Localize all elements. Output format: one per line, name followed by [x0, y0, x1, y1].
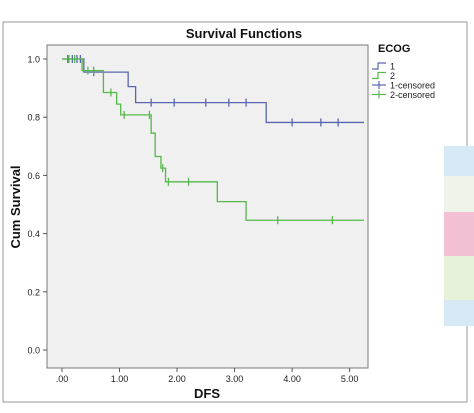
x-axis-label: DFS: [194, 386, 220, 401]
legend-title: ECOG: [378, 43, 410, 55]
legend-swatch-1: [372, 71, 386, 80]
y-tick-label-4: 0.8: [27, 113, 40, 123]
legend-label-1: 2: [390, 71, 395, 81]
y-tick-label-1: 0.2: [27, 287, 40, 297]
x-tick-label-1: 1.00: [111, 374, 129, 384]
series-1-step-line: [62, 58, 364, 124]
legend-label-2: 1-censored: [390, 81, 435, 91]
x-tick-label-2: 2.00: [168, 374, 186, 384]
y-axis-label: Cum Survival: [8, 165, 23, 248]
side-color-block-4: [444, 300, 474, 326]
side-color-block-3: [444, 256, 474, 300]
x-tick-label-5: 5.00: [341, 374, 359, 384]
side-color-block-2: [444, 212, 474, 256]
x-tick-label-3: 3.00: [226, 374, 244, 384]
y-tick-label-3: 0.6: [27, 171, 40, 181]
x-tick-label-0: .00: [56, 374, 69, 384]
axes: 0.0 0.2 0.4 0.6 0.8 1.0 .00 1.00 2.00 3.00 4.00 5.0…: [27, 55, 358, 385]
y-tick-label-5: 1.0: [27, 55, 40, 65]
side-color-block-0: [444, 146, 474, 176]
y-tick-label-2: 0.4: [27, 229, 40, 239]
side-color-block-1: [444, 176, 474, 212]
plot-area: [46, 44, 369, 369]
x-tick-label-4: 4.00: [283, 374, 301, 384]
series-2-step-line: [62, 58, 364, 221]
legend-swatch-0: [372, 62, 386, 70]
legend-label-3: 2-censored: [390, 90, 435, 100]
legend-label-0: 1: [390, 62, 395, 72]
y-tick-label-0: 0.0: [27, 346, 40, 356]
chart-title: Survival Functions: [186, 26, 302, 41]
series-layer: [62, 55, 364, 225]
